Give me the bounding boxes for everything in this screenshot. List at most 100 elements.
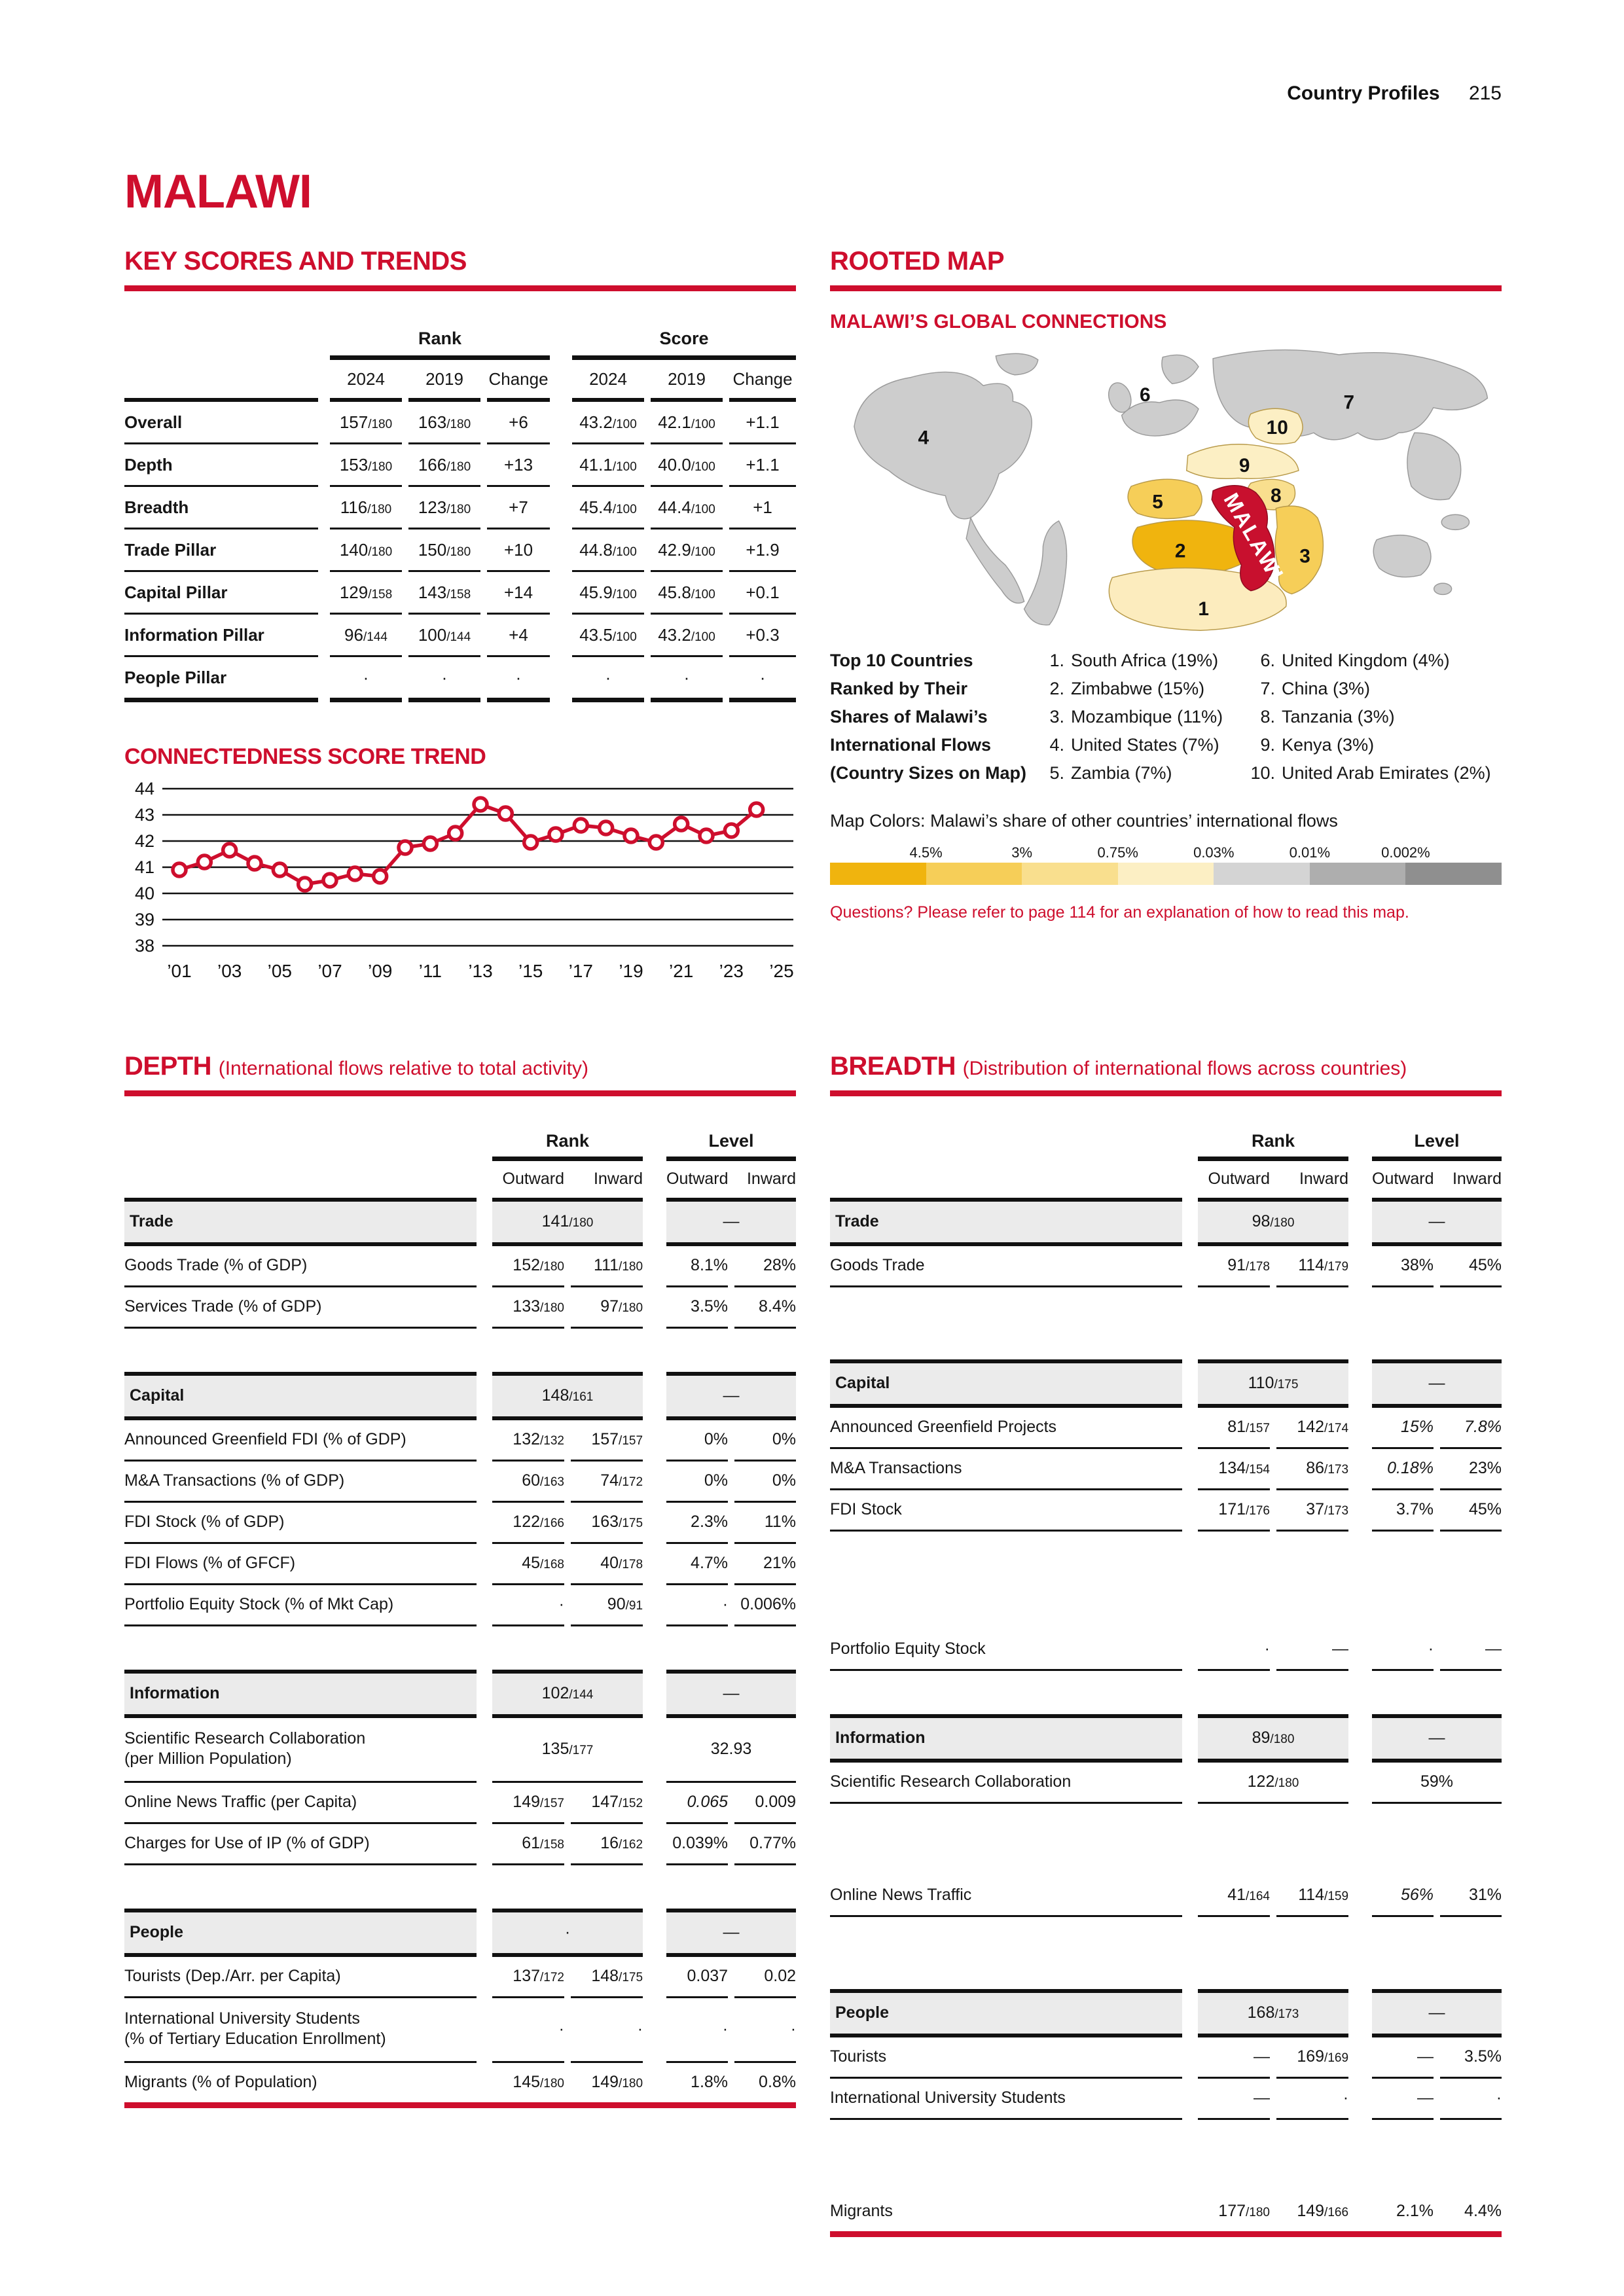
rooted-map-heading: ROOTED MAP [830, 247, 1005, 276]
y-axis-tick-label: 39 [135, 910, 154, 929]
list-item: 3. Mozambique (11%) [1049, 707, 1223, 726]
list-item: 1. South Africa (19%) [1049, 651, 1219, 670]
table-group-header-row: Rank Level [830, 1119, 1502, 1161]
table-row: M&A Transactions (% of GDP) 60/163 74/17… [124, 1462, 797, 1503]
row-label: FDI Flows (% of GFCF) [124, 1544, 477, 1585]
page-content: Country Profiles 215 MALAWI KEY SCORES A… [124, 0, 1502, 2296]
map-label-2: 2 [1175, 541, 1186, 562]
top10-intro-line: International Flows [830, 735, 992, 755]
section-label: Capital [124, 1371, 477, 1420]
table-row: Announced Greenfield Projects 81/157 142… [830, 1408, 1502, 1449]
map-label-5: 5 [1152, 492, 1163, 513]
table-row: Capital Pillar 129/158 143/158 +14 45.9/… [124, 572, 797, 615]
top10-intro-line: (Country Sizes on Map) [830, 763, 1027, 783]
col-header: 2024 [347, 368, 385, 389]
row-label: Charges for Use of IP (% of GDP) [124, 1824, 477, 1865]
y-axis-tick-label: 43 [135, 805, 154, 825]
table-subheader-row: 2024 2019 Change 2024 2019 Change [124, 360, 796, 398]
row-label: Portfolio Equity Stock [830, 1630, 1182, 1671]
legend-swatch-4 [1214, 863, 1310, 885]
data-point-2024 [748, 800, 765, 818]
rank-group-header: Rank [1198, 1119, 1349, 1161]
cartogram-map: 1 2 3 4 5 6 7 8 9 10 MALAWI [830, 338, 1502, 637]
list-item: 8. Tanzania (3%) [1260, 707, 1395, 726]
section-label: Capital [830, 1359, 1182, 1408]
col-header: 2019 [668, 368, 706, 389]
data-point-2001 [171, 861, 188, 878]
red-divider [124, 285, 796, 291]
data-point-2006 [296, 875, 314, 893]
depth-heading: DEPTH (International flows relative to t… [124, 1051, 588, 1081]
table-row: Goods Trade (% of GDP) 152/180 111/180 8… [124, 1246, 797, 1287]
trend-line-chart-svg: 38 39 40 41 42 43 44 ’01 ’03 ’05 ’07 ’09 ’11 ’13 ’15 ’1… [135, 779, 794, 981]
section-header-row: People · — [124, 1908, 797, 1957]
red-divider [830, 285, 1502, 291]
table-row: Scientific Research Collaboration (per Mi… [124, 1718, 797, 1783]
top10-list-6-10: 6. United Kingdom (4%) 7. China (3%) 8. Tan… [1241, 647, 1502, 787]
x-axis-tick-label: ’11 [419, 961, 442, 981]
col-header: Change [488, 368, 549, 389]
row-label: Migrants [830, 2202, 893, 2221]
list-item: 2. Zimbabwe (15%) [1049, 679, 1205, 698]
table-row: Online News Traffic 41/164 114/159 56% 3… [830, 1876, 1502, 1917]
left-column: KEY SCORES AND TRENDS Rank Score [124, 247, 797, 990]
map-color-legend: 4.5% 3% 0.75% 0.03% 0.01% 0.002% [830, 840, 1502, 885]
table-group-header-row: Rank Score [124, 315, 797, 360]
col-header: Outward [502, 1170, 564, 1189]
depth-column: DEPTH (International flows relative to t… [124, 1051, 797, 2108]
level-group-header: Level [666, 1119, 797, 1161]
row-label: Goods Trade [830, 1246, 1182, 1287]
data-point-2023 [723, 821, 740, 839]
questions-note: Questions? Please refer to page 114 for … [830, 903, 1409, 922]
row-label: FDI Stock [830, 1490, 1182, 1532]
map-label-3: 3 [1299, 545, 1310, 567]
data-point-2015 [522, 833, 539, 851]
section-label: Information [830, 1713, 1182, 1763]
table-row: Trade Pillar 140/180 150/180 +10 44.8/10… [124, 529, 797, 572]
col-header: Outward [1372, 1170, 1434, 1189]
section-label: People [124, 1908, 477, 1957]
top10-block: Top 10 Countries Ranked by Their Shares … [830, 647, 1502, 787]
x-axis-tick-label: ’01 [167, 961, 191, 981]
data-point-2016 [547, 825, 564, 843]
data-point-2020 [647, 833, 665, 851]
legend-label: 4.5% [909, 844, 943, 861]
level-group-header: Level [1372, 1119, 1502, 1161]
legend-label: 0.01% [1289, 844, 1331, 861]
row-label: FDI Stock (% of GDP) [124, 1503, 477, 1544]
x-axis-tick-label: ’15 [518, 961, 543, 981]
section-label: Trade [830, 1197, 1182, 1246]
data-point-2005 [271, 861, 289, 878]
row-label: Migrants (% of Population) [124, 2073, 317, 2092]
section-header-row: Trade 98/180 — [830, 1197, 1502, 1246]
map-label-8: 8 [1271, 485, 1282, 507]
right-column: ROOTED MAP MALAWI’S GLOBAL CONNECTIONS [830, 247, 1502, 922]
data-point-2018 [597, 819, 615, 836]
row-label: Capital Pillar [124, 572, 318, 615]
row-label: Breadth [124, 487, 318, 529]
legend-color-bar [830, 863, 1502, 885]
row-label: Online News Traffic [830, 1876, 1182, 1917]
row-label: Trade Pillar [124, 529, 318, 572]
legend-label: 3% [1011, 844, 1033, 861]
x-axis-tick-label: ’13 [468, 961, 492, 981]
legend-label: 0.75% [1097, 844, 1138, 861]
list-item: 7. China (3%) [1260, 679, 1371, 698]
table-row: Portfolio Equity Stock · — · — [830, 1630, 1502, 1671]
y-axis-tick-label: 41 [135, 857, 154, 877]
data-point-2008 [346, 865, 364, 882]
data-point-2012 [446, 824, 464, 842]
data-point-2007 [321, 871, 338, 889]
data-point-2014 [497, 804, 514, 822]
section-header-row: Capital 148/161 — [124, 1371, 797, 1420]
table-row: FDI Stock (% of GDP) 122/166 163/175 2.3… [124, 1503, 797, 1544]
africa-cartogram [1108, 408, 1324, 631]
col-header: Outward [1208, 1170, 1270, 1189]
map-label-1: 1 [1198, 598, 1209, 620]
data-point-2019 [623, 827, 640, 844]
country-title: MALAWI [124, 166, 312, 218]
list-item: 5. Zambia (7%) [1049, 763, 1172, 783]
row-label: Portfolio Equity Stock (% of Mkt Cap) [124, 1585, 477, 1626]
row-label: International University Students [830, 2079, 1182, 2120]
